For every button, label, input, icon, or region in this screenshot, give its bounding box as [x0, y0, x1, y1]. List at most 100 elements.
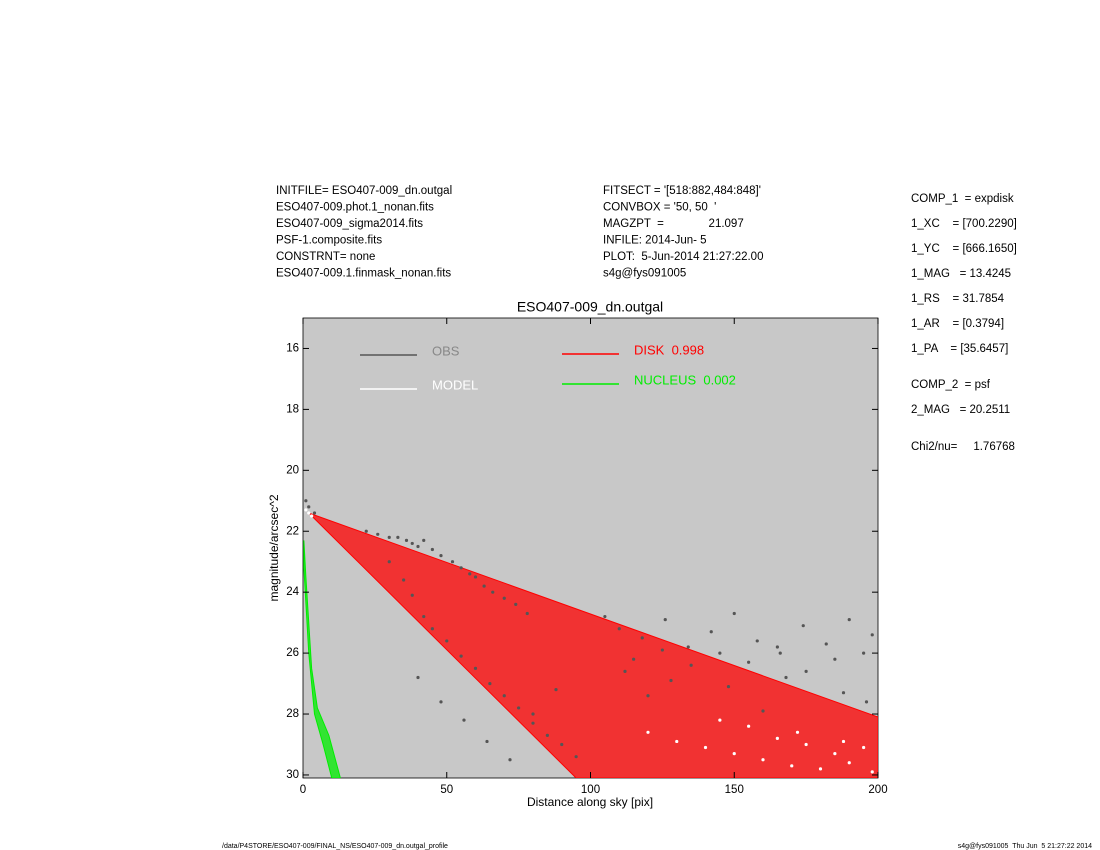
- data-point: [818, 767, 823, 771]
- header-left-line: ESO407-009.phot.1_nonan.fits: [276, 202, 434, 214]
- data-point: [387, 560, 391, 564]
- data-point: [387, 535, 391, 539]
- data-point: [304, 499, 308, 503]
- data-point: [603, 614, 607, 619]
- header-right-line: 1_YC = [666.1650]: [911, 243, 1017, 255]
- data-point: [761, 758, 765, 762]
- y-axis-label: magnitude/arcsec^2: [267, 494, 281, 601]
- data-point: [640, 636, 644, 640]
- data-point: [646, 694, 650, 698]
- data-point: [364, 529, 368, 533]
- chart-title: ESO407-009_dn.outgal: [517, 299, 663, 315]
- data-point: [574, 755, 578, 759]
- data-point: [617, 627, 621, 631]
- data-point: [660, 648, 664, 652]
- data-point: [430, 547, 434, 552]
- data-point: [445, 639, 449, 643]
- header-left-line: PSF-1.composite.fits: [276, 235, 382, 247]
- data-point: [675, 739, 679, 744]
- legend-label: MODEL: [432, 377, 478, 392]
- data-point: [525, 611, 529, 616]
- data-point: [833, 657, 837, 661]
- data-point: [468, 572, 472, 576]
- header-middle-line: FITSECT = '[518:882,484:848]': [603, 185, 761, 197]
- model-area: [303, 540, 341, 778]
- data-point: [862, 745, 866, 750]
- data-point: [416, 544, 420, 549]
- data-point: [485, 739, 489, 744]
- header-middle-line: INFILE: 2014-Jun- 5: [603, 235, 707, 247]
- data-point: [732, 611, 736, 616]
- data-point: [473, 666, 478, 670]
- data-point: [870, 633, 874, 637]
- data-point: [560, 742, 564, 747]
- data-point: [801, 624, 805, 628]
- data-point: [755, 639, 759, 643]
- data-point: [439, 554, 443, 558]
- data-point: [310, 514, 314, 518]
- data-point: [459, 654, 463, 658]
- data-point: [747, 660, 751, 664]
- data-point: [804, 669, 808, 673]
- header-right-line: 2_MAG = 20.2511: [911, 404, 1010, 416]
- data-point: [646, 730, 650, 734]
- data-point: [775, 645, 779, 649]
- x-tick-label: 200: [868, 784, 887, 796]
- data-point: [784, 675, 788, 680]
- data-point: [410, 593, 414, 597]
- data-point: [502, 596, 506, 600]
- data-point: [632, 657, 636, 661]
- data-point: [517, 706, 521, 710]
- data-point: [870, 770, 874, 774]
- header-right-line: COMP_1 = expdisk: [911, 193, 1014, 205]
- header-middle-line: PLOT: 5-Jun-2014 21:27:22.00: [603, 251, 763, 263]
- data-point: [396, 535, 400, 539]
- data-point: [804, 742, 808, 747]
- data-point: [761, 709, 765, 713]
- data-point: [462, 718, 466, 722]
- data-point: [430, 627, 434, 631]
- legend-label: OBS: [432, 343, 460, 358]
- data-point: [726, 685, 731, 689]
- data-point: [703, 745, 708, 750]
- data-point: [718, 718, 722, 722]
- x-tick-label: 50: [440, 784, 453, 796]
- header-right-line: 1_XC = [700.2290]: [911, 218, 1017, 230]
- plot-area: [303, 499, 878, 778]
- header-right-line: 1_RS = 31.7854: [911, 293, 1005, 305]
- y-tick-label: 24: [286, 586, 299, 598]
- data-point: [689, 663, 693, 667]
- y-tick-label: 18: [286, 403, 299, 415]
- y-tick-label: 28: [286, 708, 299, 720]
- header-left-line: INITFILE= ESO407-009_dn.outgal: [276, 185, 452, 197]
- data-point: [663, 617, 667, 622]
- x-tick-label: 150: [725, 784, 744, 796]
- data-point: [795, 730, 800, 734]
- data-point: [502, 694, 506, 698]
- data-point: [422, 614, 426, 619]
- data-point: [531, 721, 535, 725]
- header-right-line: 1_PA = [35.6457]: [911, 343, 1008, 355]
- header-left-line: ESO407-009_sigma2014.fits: [276, 218, 423, 230]
- data-point: [790, 764, 794, 768]
- data-point: [709, 630, 713, 634]
- data-point: [732, 752, 736, 756]
- legend-label: NUCLEUS 0.002: [634, 372, 736, 387]
- data-point: [312, 511, 317, 515]
- data-point: [482, 584, 486, 588]
- header-left-line: ESO407-009.1.finmask_nonan.fits: [276, 268, 451, 280]
- data-point: [669, 678, 673, 683]
- data-point: [862, 651, 866, 655]
- data-point: [491, 590, 495, 594]
- data-point: [847, 761, 851, 765]
- x-axis-label: Distance along sky [pix]: [527, 795, 653, 809]
- data-point: [410, 541, 414, 546]
- data-point: [841, 739, 846, 744]
- data-point: [841, 691, 846, 695]
- data-point: [402, 578, 406, 582]
- header-right-line: COMP_2 = psf: [911, 379, 991, 391]
- data-point: [450, 560, 455, 564]
- header-middle-line: MAGZPT = 21.097: [603, 218, 744, 230]
